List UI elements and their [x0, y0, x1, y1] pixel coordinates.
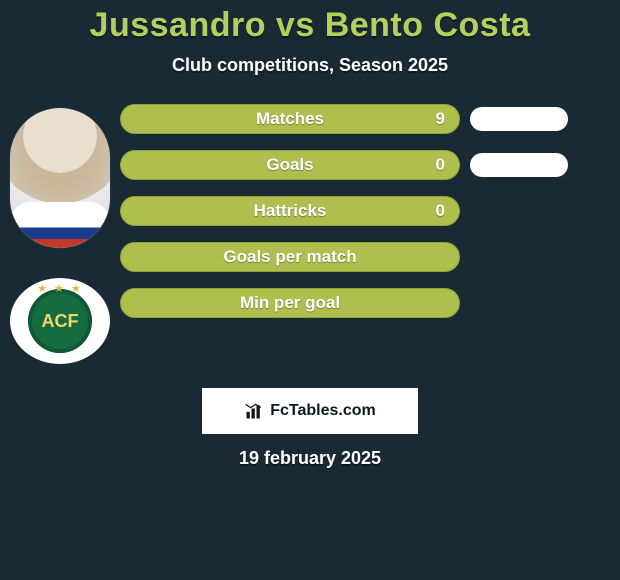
brand-text: FcTables.com [270, 402, 376, 420]
stat-bar: Goals 0 [120, 150, 460, 180]
brand-box: FcTables.com [202, 388, 418, 434]
stat-row: Goals 0 [120, 150, 616, 180]
page-subtitle: Club competitions, Season 2025 [0, 55, 620, 76]
stat-value: 9 [436, 109, 445, 129]
stats-area: ★ ★ ★ ACF Matches 9 Goals 0 [0, 104, 620, 364]
stat-bar: Min per goal [120, 288, 460, 318]
stat-row: Min per goal [120, 288, 616, 318]
stat-bars: Matches 9 Goals 0 Hattricks 0 [120, 104, 620, 318]
chart-icon [244, 401, 264, 421]
player-jersey [10, 202, 110, 248]
right-pill-empty [470, 245, 568, 269]
footer: FcTables.com 19 february 2025 [0, 388, 620, 469]
right-pill-empty [470, 291, 568, 315]
right-pill-empty [470, 199, 568, 223]
stat-bar: Goals per match [120, 242, 460, 272]
page-root: Jussandro vs Bento Costa Club competitio… [0, 0, 620, 580]
right-pill [470, 107, 568, 131]
left-column: ★ ★ ★ ACF [0, 104, 120, 364]
stat-row: Matches 9 [120, 104, 616, 134]
footer-date: 19 february 2025 [239, 448, 381, 469]
stat-label: Goals [266, 155, 313, 175]
stat-label: Hattricks [254, 201, 327, 221]
stat-value: 0 [436, 201, 445, 221]
stat-label: Min per goal [240, 293, 340, 313]
stat-bar: Hattricks 0 [120, 196, 460, 226]
stat-label: Matches [256, 109, 324, 129]
club-badge: ★ ★ ★ ACF [10, 278, 110, 364]
stat-row: Hattricks 0 [120, 196, 616, 226]
page-title: Jussandro vs Bento Costa [0, 6, 620, 45]
player-photo [10, 108, 110, 248]
stat-row: Goals per match [120, 242, 616, 272]
club-stars: ★ ★ ★ [10, 282, 110, 295]
stat-value: 0 [436, 155, 445, 175]
club-initials: ACF [28, 289, 92, 353]
stat-label: Goals per match [223, 247, 356, 267]
right-pill [470, 153, 568, 177]
stat-bar: Matches 9 [120, 104, 460, 134]
